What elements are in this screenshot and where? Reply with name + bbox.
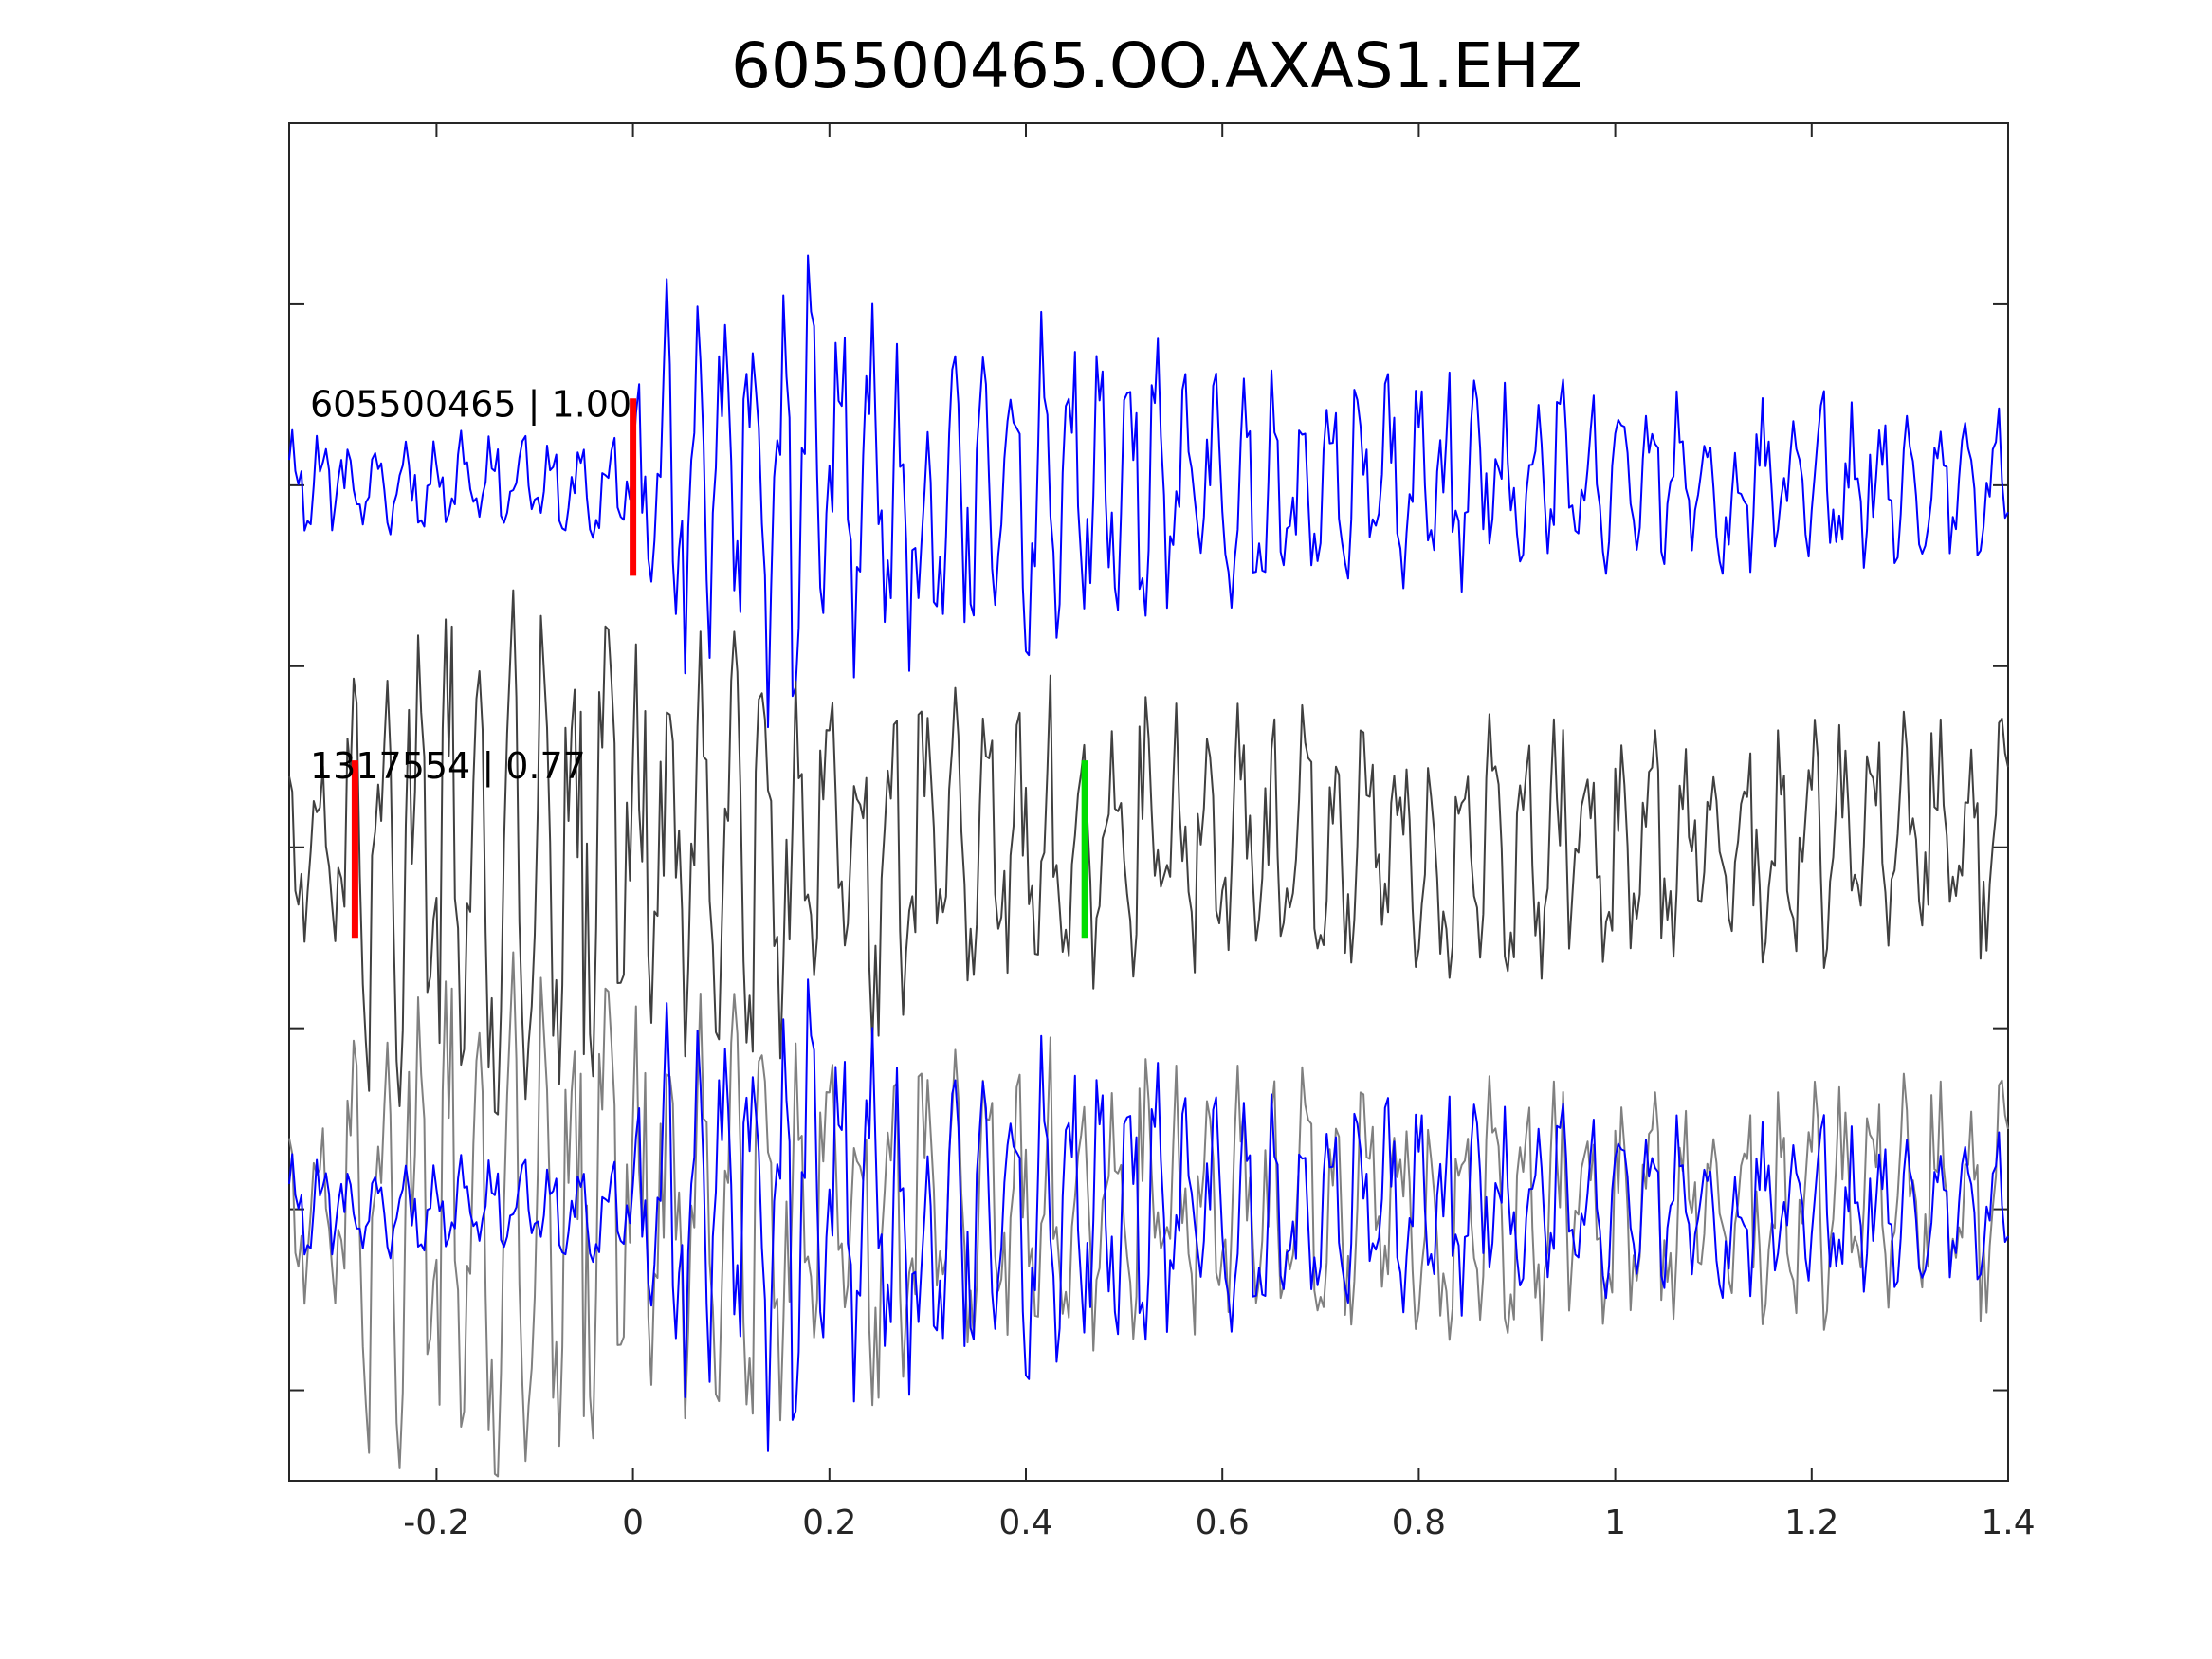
x-tick-label: 0.8 [1392,1504,1446,1542]
x-tick-label: 0.6 [1196,1504,1250,1542]
plot-area: -0.2 0 0.2 0.4 0.6 0.8 1 1.2 1.4 605500465 | 1.00… [288,122,2036,1542]
x-tick-label: 1 [1604,1504,1626,1542]
x-tick-label: 0.2 [802,1504,856,1542]
x-tick-label: 1.2 [1784,1504,1838,1542]
chart-title: 605500465.OO.AXAS1.EHZ [731,29,1582,102]
trace-label-0: 605500465 | 1.00 [310,383,631,426]
x-tick-label: 1.4 [1981,1504,2035,1542]
trace-line-1317554 [288,589,2009,1116]
x-tick-label: -0.2 [403,1504,469,1542]
overlay-line-blue [288,978,2009,1452]
x-tick-label: 0 [622,1504,644,1542]
trace-line-605500465 [288,254,2009,729]
overlay-line-gray [288,951,2009,1478]
trace-label-1: 1317554 | 0.77 [310,745,586,788]
plot-frame [288,122,2009,1482]
x-tick-label: 0.4 [998,1504,1052,1542]
